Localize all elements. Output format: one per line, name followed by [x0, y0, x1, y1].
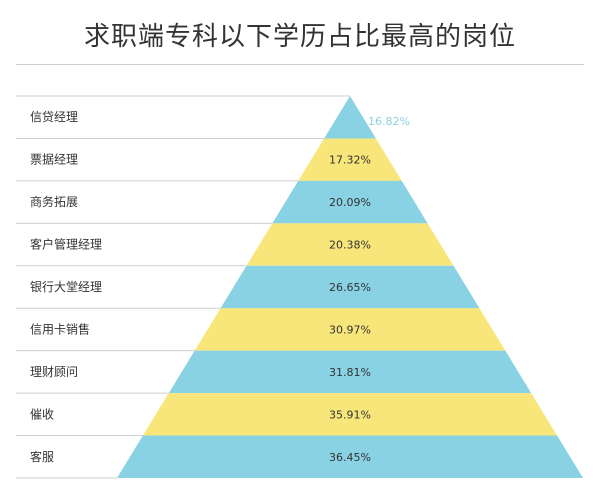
value-label: 17.32% [329, 154, 371, 167]
category-label: 信贷经理 [30, 110, 78, 124]
pyramid-band-1 [324, 96, 376, 139]
pyramid-band-6 [194, 308, 506, 351]
category-label: 银行大堂经理 [30, 280, 102, 294]
value-label: 20.09% [329, 196, 371, 209]
value-label: 31.81% [329, 366, 371, 379]
value-label: 35.91% [329, 408, 371, 421]
row-lines [16, 95, 350, 479]
value-label: 36.45% [329, 451, 371, 464]
title-divider [16, 64, 584, 65]
value-label: 26.65% [329, 281, 371, 294]
category-label: 商务拓展 [30, 194, 78, 209]
category-label: 客户管理经理 [30, 237, 102, 252]
pyramid-band-2 [298, 138, 402, 181]
value-label: 30.97% [329, 323, 371, 336]
category-label: 理财顾问 [30, 365, 78, 379]
category-label: 客服 [30, 449, 54, 464]
pyramid-band-5 [220, 265, 480, 309]
category-label: 票据经理 [30, 153, 78, 167]
value-labels: 16.82% 17.32% 20.09% 20.38% 26.65% 30.97% 31.8… [329, 115, 410, 464]
value-label: 16.82% [368, 115, 410, 128]
pyramid-band-3 [272, 180, 428, 224]
pyramid-band-8 [142, 393, 558, 436]
category-label: 信用卡销售 [30, 321, 90, 336]
pyramid-band-7 [168, 350, 532, 394]
value-label: 20.38% [329, 239, 371, 252]
pyramid-band-9 [117, 435, 583, 478]
page-title: 求职端专科以下学历占比最高的岗位 [83, 22, 516, 52]
pyramid-bands [117, 96, 583, 478]
category-label: 催收 [30, 407, 54, 421]
pyramid-band-4 [246, 223, 454, 266]
